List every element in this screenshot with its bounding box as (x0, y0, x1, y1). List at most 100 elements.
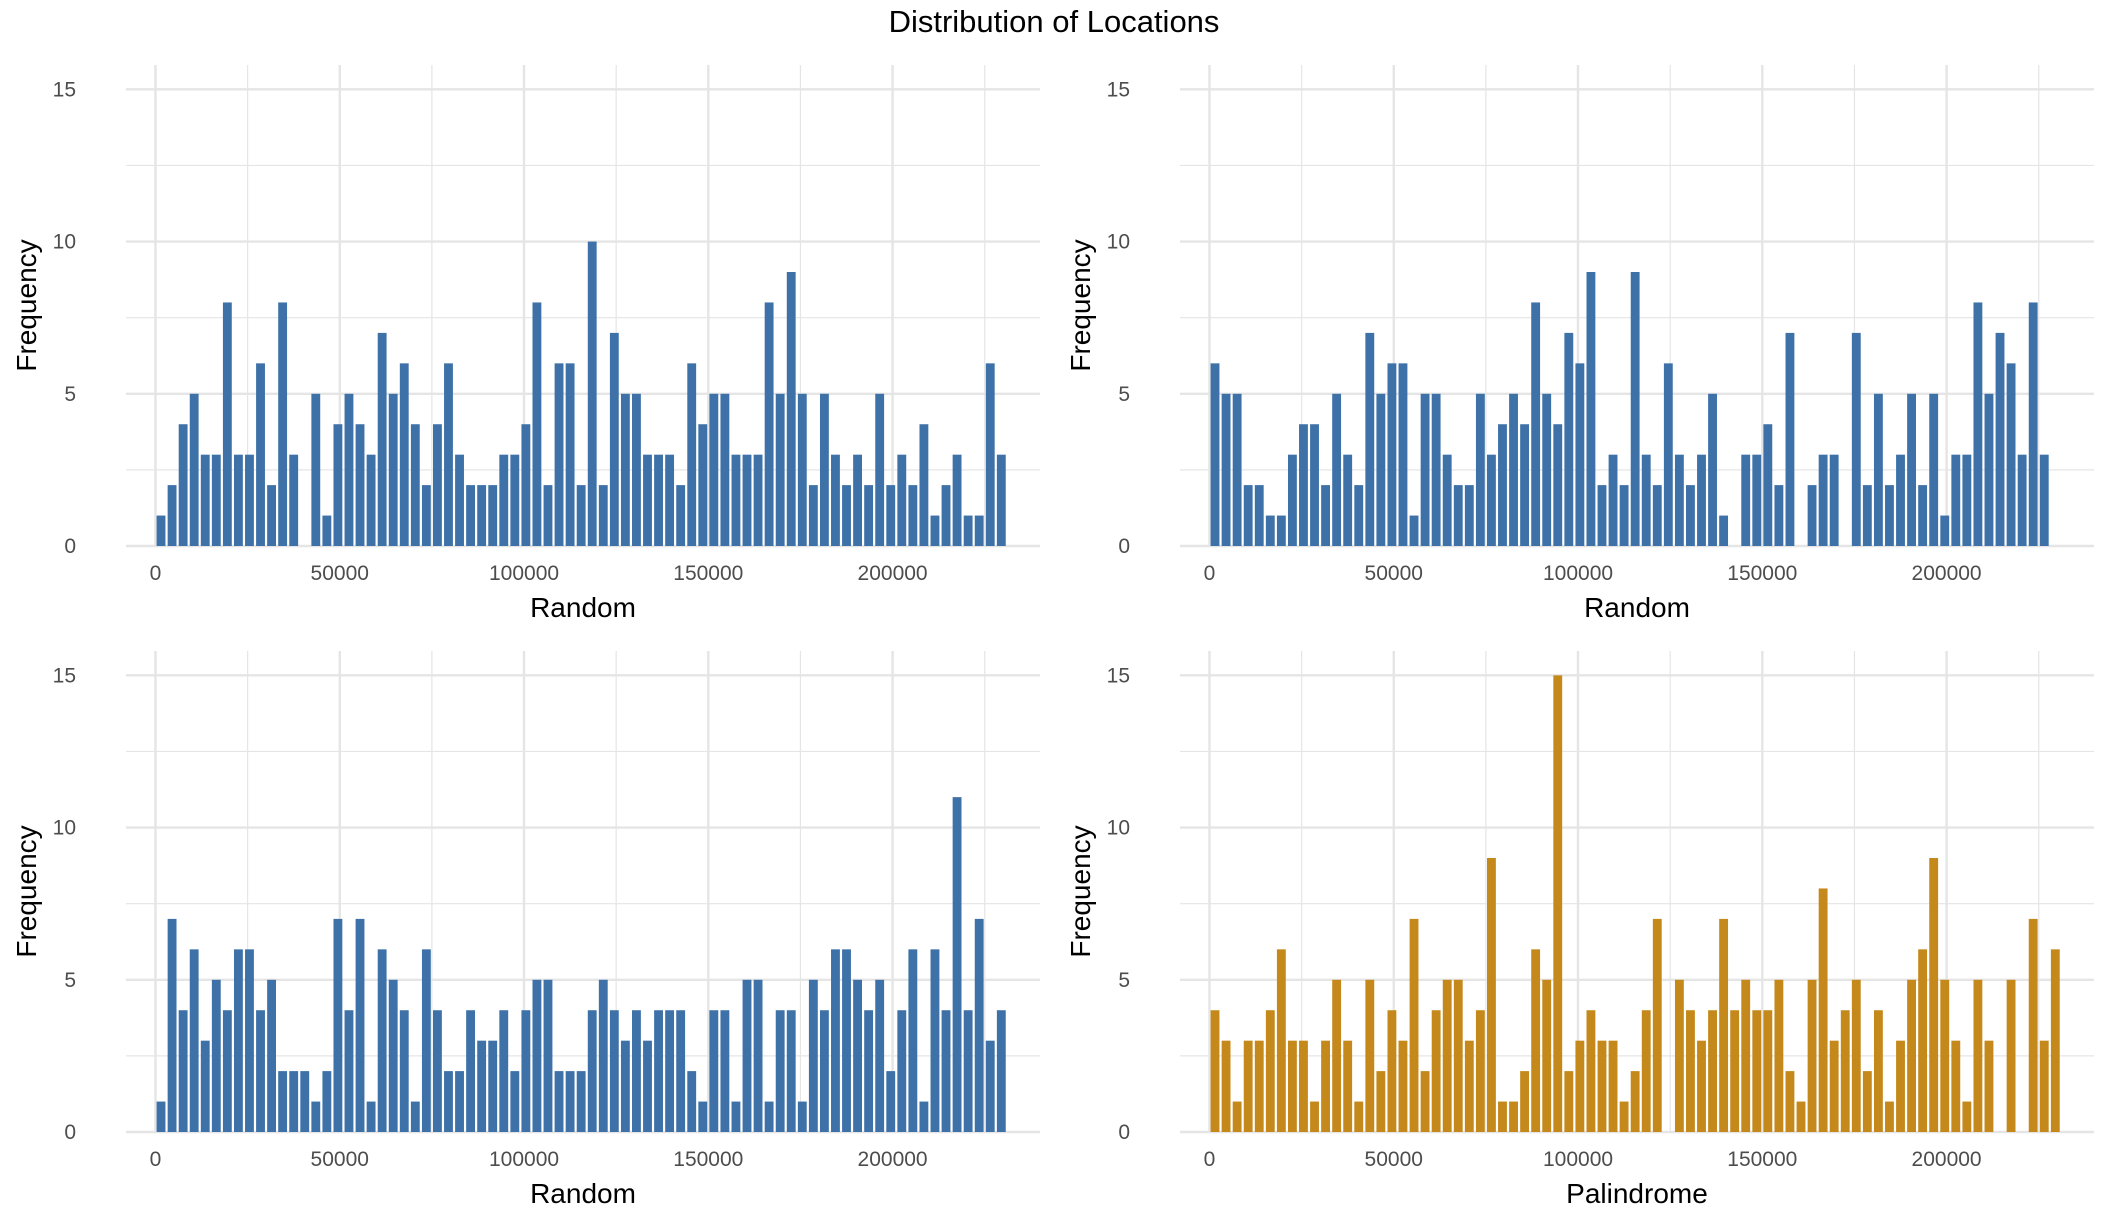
histogram-bar (1862, 1071, 1872, 1132)
histogram-bar (1310, 1101, 1319, 1132)
histogram-bar (919, 1101, 929, 1132)
histogram-bar (233, 454, 243, 546)
histogram-bar (2006, 979, 2016, 1132)
histogram-bar (1851, 332, 1861, 546)
histogram-bar (322, 515, 332, 546)
histogram-bar (1332, 393, 1342, 546)
histogram-bar (1763, 1010, 1773, 1132)
histogram-bar (808, 979, 818, 1132)
histogram-bar (643, 454, 652, 546)
histogram-bar (521, 1010, 531, 1132)
histogram-bar (1873, 1010, 1883, 1132)
histogram-bar (1907, 393, 1916, 546)
y-axis-title: Frequency (1065, 239, 1096, 371)
histogram-bar (786, 272, 796, 546)
histogram-bar (488, 1040, 498, 1132)
histogram-bar (1719, 515, 1729, 546)
x-tick-label: 200000 (1912, 562, 1982, 585)
bars (1210, 272, 2049, 546)
histogram-bar (819, 393, 829, 546)
y-tick-label: 0 (64, 1121, 76, 1144)
histogram-bar (1254, 1040, 1264, 1132)
histogram-bar (1332, 979, 1342, 1132)
histogram-bar (620, 1040, 630, 1132)
histogram-bar (1354, 485, 1364, 546)
histogram-bar (1796, 1101, 1806, 1132)
histogram-bar (156, 515, 166, 546)
histogram-bar (366, 1101, 376, 1132)
histogram-bar (654, 1010, 663, 1132)
histogram-bar (1840, 1010, 1850, 1132)
histogram-bar (1785, 332, 1795, 546)
histogram-bar (1464, 485, 1474, 546)
chart-svg: 0 5 10 15 0 50000 100000 150000 200000 Palindrome… (1065, 651, 2094, 1209)
histogram-bar (665, 454, 675, 546)
histogram-bar (200, 454, 210, 546)
histogram-bar (1310, 424, 1319, 546)
histogram-bar (1498, 424, 1507, 546)
histogram-bar (1420, 393, 1430, 546)
histogram-bar (267, 485, 277, 546)
x-tick-label: 150000 (673, 562, 743, 585)
histogram-bar (178, 424, 188, 546)
histogram-bar (952, 797, 962, 1132)
histogram-bar (1498, 1101, 1507, 1132)
histogram-bar (620, 393, 630, 546)
histogram-bar (1774, 485, 1784, 546)
histogram-bar (1509, 393, 1518, 546)
histogram-bar (1453, 485, 1463, 546)
histogram-bar (731, 1101, 741, 1132)
histogram-bar (233, 949, 243, 1132)
x-tick-label: 50000 (311, 1148, 369, 1171)
y-tick-label: 5 (1118, 383, 1130, 406)
histogram-bar (797, 393, 807, 546)
histogram-bar (1409, 515, 1419, 546)
chart-panel-top-right: 0 5 10 15 0 50000 100000 150000 200000 Random Freq… (1054, 40, 2108, 626)
histogram-bar (1453, 979, 1463, 1132)
histogram-bar (355, 918, 365, 1132)
histogram-bar (654, 454, 663, 546)
histogram-bar (587, 241, 597, 546)
histogram-bar (1896, 454, 1905, 546)
histogram-bar (908, 949, 918, 1132)
histogram-bar (1608, 454, 1618, 546)
histogram-bar (764, 302, 774, 546)
histogram-bar (1321, 1040, 1331, 1132)
histogram-bar (466, 485, 476, 546)
histogram-bar (300, 1071, 310, 1132)
histogram-bar (1232, 1101, 1242, 1132)
histogram-bar (333, 424, 343, 546)
histogram-bar (1221, 1040, 1231, 1132)
histogram-bar (1807, 485, 1817, 546)
histogram-bar (455, 454, 464, 546)
histogram-bar (1719, 918, 1729, 1132)
histogram-bar (1862, 485, 1872, 546)
histogram-bar (156, 1101, 166, 1132)
histogram-bar (974, 918, 984, 1132)
histogram-bar (1951, 1040, 1961, 1132)
histogram-bar (875, 393, 885, 546)
histogram-bar (1984, 1040, 1994, 1132)
histogram-bar (1243, 485, 1253, 546)
histogram-bar (510, 454, 520, 546)
histogram-bar (753, 979, 763, 1132)
histogram-bar (930, 949, 940, 1132)
histogram-bar (1851, 979, 1861, 1132)
histogram-bar (1641, 1010, 1651, 1132)
histogram-bar (720, 1010, 730, 1132)
y-axis-title: Frequency (11, 239, 42, 371)
histogram-bar (388, 393, 398, 546)
histogram-bar (1918, 485, 1928, 546)
histogram-bar (344, 1010, 354, 1132)
histogram-bar (742, 979, 752, 1132)
bars (156, 241, 1006, 546)
histogram-bar (1752, 1010, 1762, 1132)
histogram-bar (1475, 393, 1485, 546)
histogram-bar (1299, 424, 1308, 546)
x-tick-label: 100000 (1543, 1148, 1613, 1171)
histogram-bar (1873, 393, 1883, 546)
histogram-bar (1940, 979, 1950, 1132)
histogram-bar (432, 1010, 442, 1132)
histogram-bar (1708, 393, 1717, 546)
histogram-bar (842, 485, 851, 546)
